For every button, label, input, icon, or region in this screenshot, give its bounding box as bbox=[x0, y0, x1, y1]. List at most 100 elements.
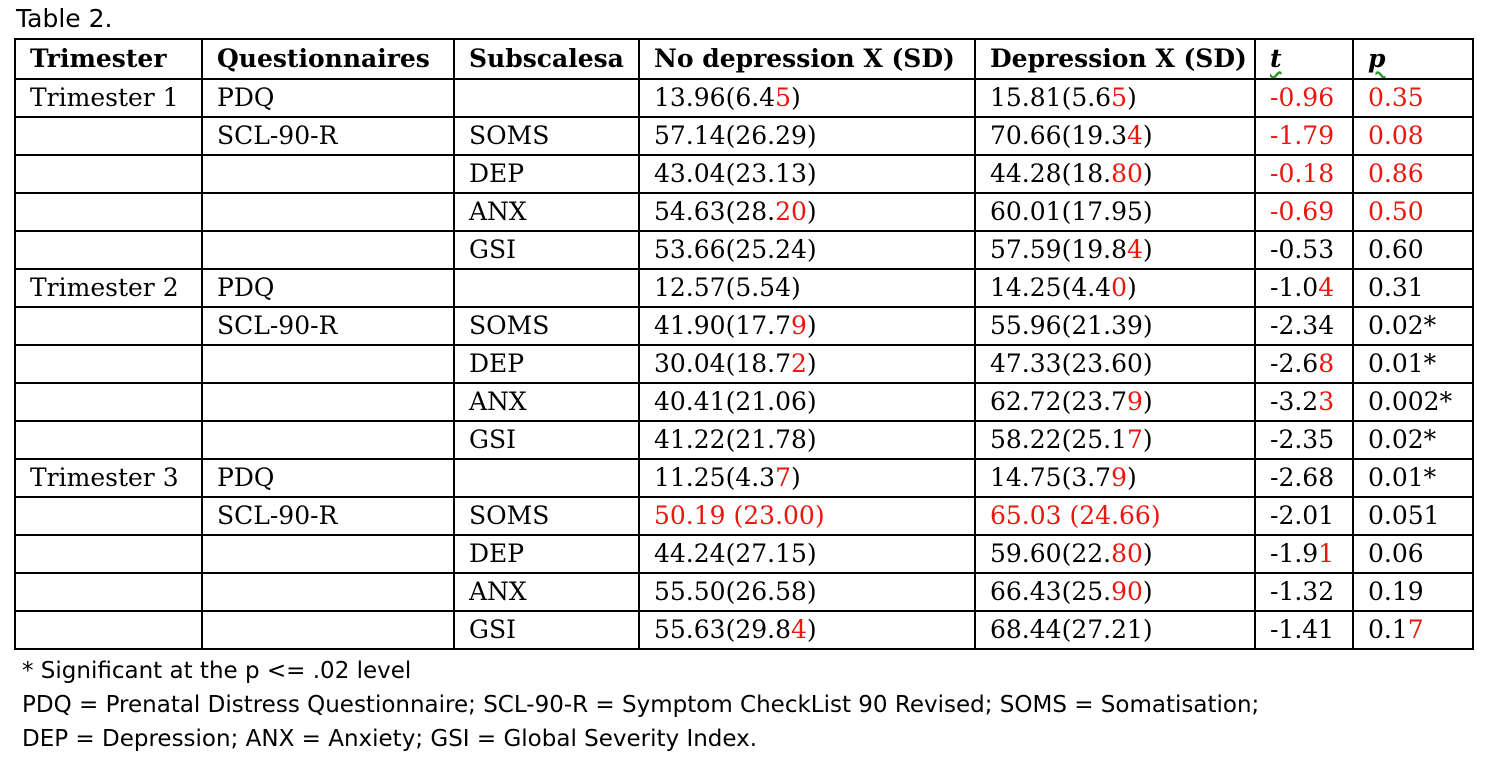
value-segment: ) bbox=[806, 197, 817, 226]
value-segment: 41.90(17.7 bbox=[654, 311, 791, 340]
value-segment: 43.04(23.13) bbox=[654, 159, 817, 188]
cell-questionnaire bbox=[201, 192, 455, 232]
highlighted-value-segment: 9 bbox=[1111, 463, 1127, 492]
value-segment: 15.81(5.6 bbox=[990, 83, 1112, 112]
cell-p: 0.02* bbox=[1352, 420, 1474, 460]
cell-questionnaire: PDQ bbox=[201, 78, 455, 118]
cell-p: 0.002* bbox=[1352, 382, 1474, 422]
cell-depression: 58.22(25.17) bbox=[974, 420, 1256, 460]
value-segment: 54.63(28. bbox=[654, 197, 776, 226]
highlighted-value-segment: 0.35 bbox=[1368, 83, 1424, 112]
value-segment: ) bbox=[1127, 463, 1137, 492]
cell-p: 0.01* bbox=[1352, 344, 1474, 384]
value-segment: 0.60 bbox=[1368, 235, 1424, 264]
cell-p: 0.35 bbox=[1352, 78, 1474, 118]
value-segment: -1.9 bbox=[1270, 539, 1319, 568]
value-segment: ) bbox=[806, 311, 817, 340]
cell-subscale: SOMS bbox=[453, 116, 640, 156]
table-body: Trimester 1 PDQ 13.96(6.45) 15.81(5.65) -0.9… bbox=[14, 78, 1474, 650]
cell-questionnaire bbox=[201, 610, 455, 650]
value-segment: 0.31 bbox=[1368, 273, 1424, 302]
value-segment: ) bbox=[806, 349, 817, 378]
table-row: DEP 43.04(23.13) 44.28(18.80) -0.18 0.86 bbox=[14, 154, 1474, 194]
cell-p: 0.19 bbox=[1352, 572, 1474, 612]
cell-questionnaire bbox=[201, 382, 455, 422]
highlighted-value-segment: -1.79 bbox=[1270, 121, 1335, 150]
cell-no-depression: 40.41(21.06) bbox=[638, 382, 976, 422]
value-segment: -2.01 bbox=[1270, 501, 1335, 530]
cell-questionnaire: SCL-90-R bbox=[201, 496, 455, 536]
table-row: Trimester 3 PDQ 11.25(4.37) 14.75(3.79) -2.6… bbox=[14, 458, 1474, 498]
value-segment: -3.2 bbox=[1270, 387, 1319, 416]
value-segment: 0.02* bbox=[1368, 425, 1437, 454]
cell-p: 0.06 bbox=[1352, 534, 1474, 574]
value-segment: ) bbox=[791, 463, 801, 492]
value-segment: 59.60(22. bbox=[990, 539, 1112, 568]
header-p: p bbox=[1352, 38, 1474, 80]
cell-subscale: DEP bbox=[453, 344, 640, 384]
cell-p: 0.17 bbox=[1352, 610, 1474, 650]
table-row: GSI 53.66(25.24) 57.59(19.84) -0.53 0.60 bbox=[14, 230, 1474, 270]
highlighted-value-segment: 4 bbox=[1127, 235, 1143, 264]
cell-no-depression: 57.14(26.29) bbox=[638, 116, 976, 156]
cell-subscale: GSI bbox=[453, 230, 640, 270]
cell-trimester bbox=[14, 116, 203, 156]
cell-no-depression: 54.63(28.20) bbox=[638, 192, 976, 232]
table-row: SCL-90-R SOMS 41.90(17.79) 55.96(21.39) -2.3… bbox=[14, 306, 1474, 346]
value-segment: 70.66(19.3 bbox=[990, 121, 1127, 150]
cell-trimester: Trimester 3 bbox=[14, 458, 203, 498]
value-segment: 47.33(23.60) bbox=[990, 349, 1153, 378]
cell-trimester bbox=[14, 420, 203, 460]
value-segment: ) bbox=[1142, 425, 1153, 454]
abbreviations-line-1: PDQ = Prenatal Distress Questionnaire; S… bbox=[22, 692, 1260, 718]
cell-subscale: SOMS bbox=[453, 306, 640, 346]
highlighted-value-segment: 4 bbox=[1127, 121, 1143, 150]
cell-t: -1.32 bbox=[1254, 572, 1354, 612]
cell-depression: 65.03 (24.66) bbox=[974, 496, 1256, 536]
value-segment: -0.53 bbox=[1270, 235, 1335, 264]
value-segment: 57.14(26.29) bbox=[654, 121, 817, 150]
value-segment: -1.41 bbox=[1270, 615, 1335, 644]
cell-trimester bbox=[14, 230, 203, 270]
cell-subscale: ANX bbox=[453, 382, 640, 422]
value-segment: ) bbox=[1142, 539, 1153, 568]
value-segment: 41.22(21.78) bbox=[654, 425, 817, 454]
highlighted-value-segment: -0.69 bbox=[1270, 197, 1335, 226]
cell-t: -1.79 bbox=[1254, 116, 1354, 156]
value-segment: ) bbox=[1142, 577, 1153, 606]
cell-trimester bbox=[14, 610, 203, 650]
cell-t: -0.96 bbox=[1254, 78, 1354, 118]
cell-no-depression: 41.22(21.78) bbox=[638, 420, 976, 460]
cell-no-depression: 11.25(4.37) bbox=[638, 458, 976, 498]
cell-subscale: GSI bbox=[453, 610, 640, 650]
value-segment: 0.06 bbox=[1368, 539, 1424, 568]
cell-subscale: SOMS bbox=[453, 496, 640, 536]
cell-p: 0.60 bbox=[1352, 230, 1474, 270]
value-segment: 14.75(3.7 bbox=[990, 463, 1112, 492]
cell-p: 0.051 bbox=[1352, 496, 1474, 536]
cell-no-depression: 55.50(26.58) bbox=[638, 572, 976, 612]
abbreviations-line-2: DEP = Depression; ANX = Anxiety; GSI = G… bbox=[22, 726, 758, 752]
cell-t: -2.68 bbox=[1254, 458, 1354, 498]
cell-subscale: ANX bbox=[453, 572, 640, 612]
header-subscales: Subscalesa bbox=[453, 38, 640, 80]
cell-subscale: ANX bbox=[453, 192, 640, 232]
cell-trimester bbox=[14, 534, 203, 574]
cell-no-depression: 13.96(6.45) bbox=[638, 78, 976, 118]
table-row: ANX 55.50(26.58) 66.43(25.90) -1.32 0.19 bbox=[14, 572, 1474, 612]
cell-questionnaire bbox=[201, 230, 455, 270]
cell-questionnaire: PDQ bbox=[201, 458, 455, 498]
value-segment: 11.25(4.3 bbox=[654, 463, 776, 492]
cell-p: 0.01* bbox=[1352, 458, 1474, 498]
cell-no-depression: 50.19 (23.00) bbox=[638, 496, 976, 536]
cell-p: 0.02* bbox=[1352, 306, 1474, 346]
value-segment: 0.051 bbox=[1368, 501, 1440, 530]
cell-subscale: GSI bbox=[453, 420, 640, 460]
header-p-label: p bbox=[1368, 44, 1386, 73]
cell-depression: 14.25(4.40) bbox=[974, 268, 1256, 308]
value-segment: ) bbox=[806, 615, 817, 644]
table-row: Trimester 2 PDQ 12.57(5.54) 14.25(4.40) -1.0… bbox=[14, 268, 1474, 308]
cell-depression: 14.75(3.79) bbox=[974, 458, 1256, 498]
cell-depression: 57.59(19.84) bbox=[974, 230, 1256, 270]
cell-depression: 47.33(23.60) bbox=[974, 344, 1256, 384]
